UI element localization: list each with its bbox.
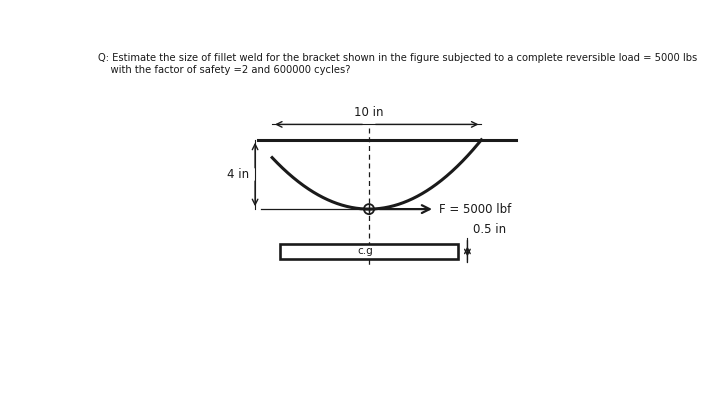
Bar bbox=[280, 244, 458, 259]
Text: 10 in: 10 in bbox=[354, 106, 384, 119]
Text: c.g: c.g bbox=[357, 246, 373, 256]
Text: 0.5 in: 0.5 in bbox=[473, 223, 506, 236]
Text: Q: Estimate the size of fillet weld for the bracket shown in the figure subjecte: Q: Estimate the size of fillet weld for … bbox=[98, 53, 697, 63]
Text: with the factor of safety =2 and 600000 cycles?: with the factor of safety =2 and 600000 … bbox=[98, 65, 350, 75]
Text: 4 in: 4 in bbox=[227, 168, 249, 181]
Text: F = 5000 lbf: F = 5000 lbf bbox=[438, 203, 511, 216]
